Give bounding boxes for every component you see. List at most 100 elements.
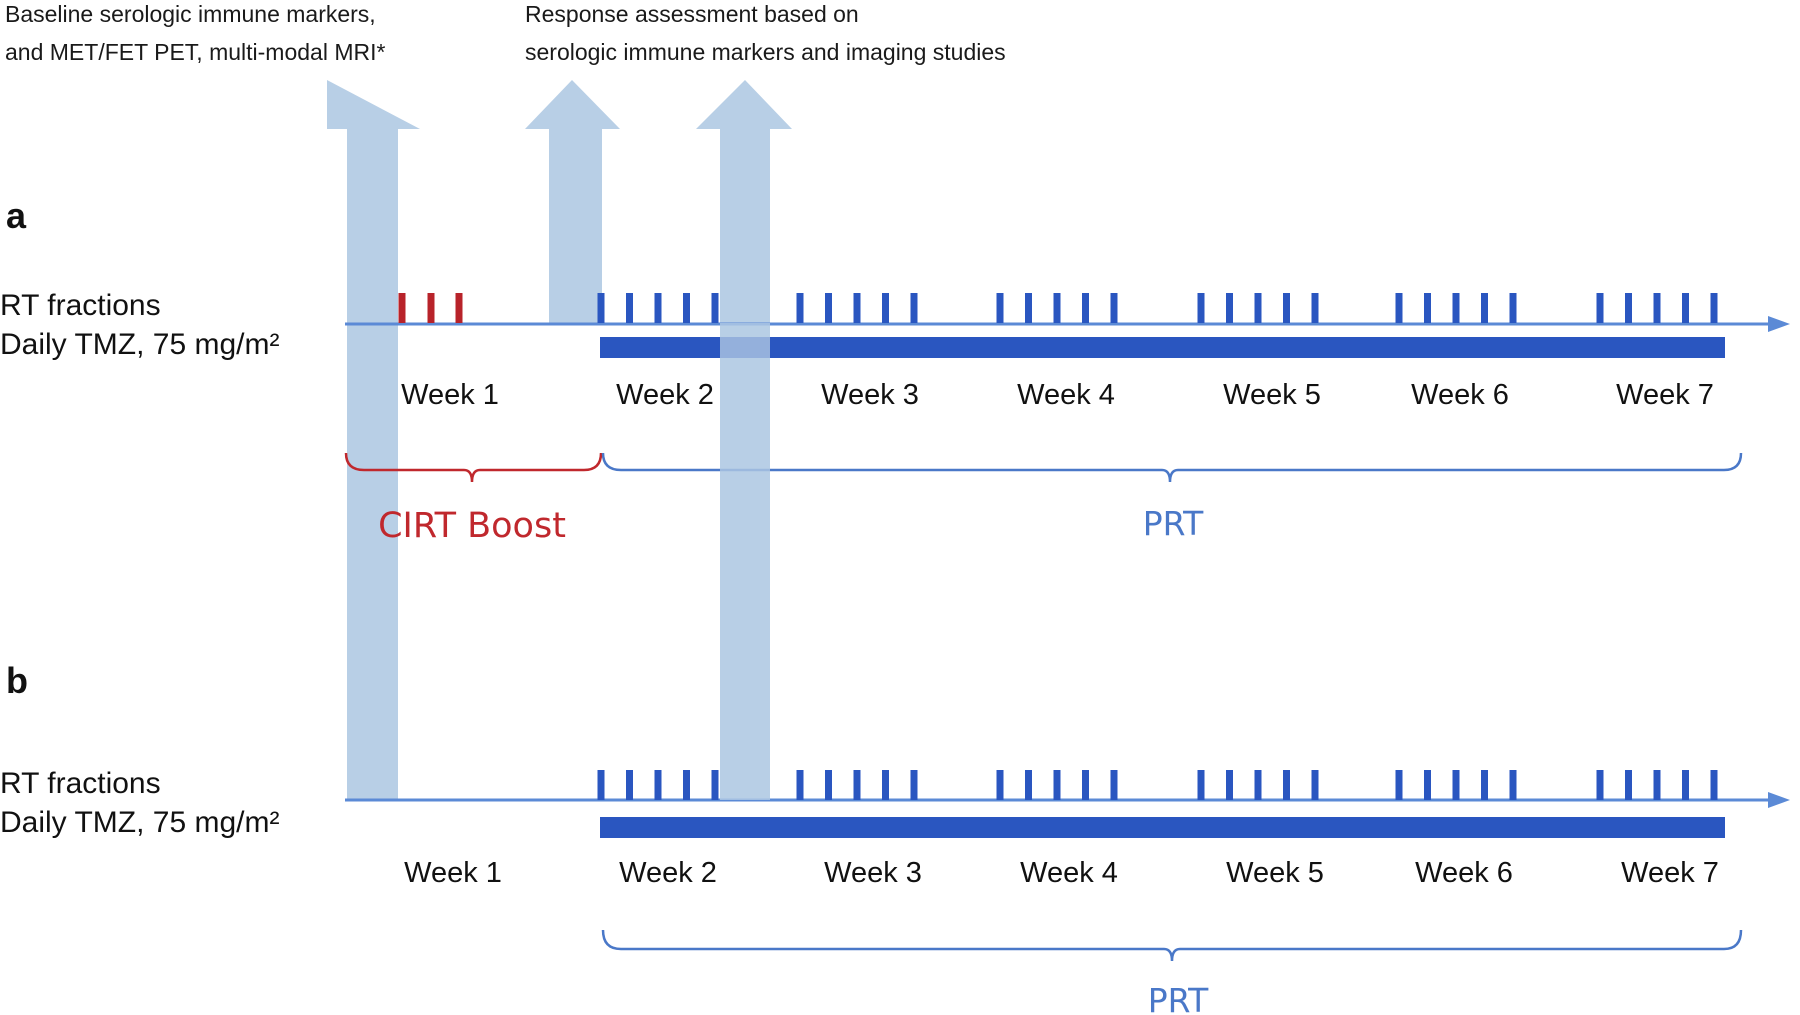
panel-label-b: b xyxy=(6,660,28,701)
prt-fraction-tick xyxy=(796,293,804,323)
prt-fraction-tick xyxy=(1110,770,1118,800)
cirt-fraction-tick xyxy=(398,293,406,323)
prt-fraction-tick xyxy=(1082,293,1089,323)
week-label: Week 7 xyxy=(1616,379,1714,411)
prt-fraction-tick xyxy=(1625,770,1632,800)
prt-fraction-tick xyxy=(1625,293,1632,323)
prt-fraction-tick xyxy=(1082,770,1089,800)
prt-fraction-tick xyxy=(1395,293,1403,323)
prt-fraction-tick xyxy=(1311,293,1319,323)
prt-fraction-tick xyxy=(626,293,633,323)
prt-brace-b xyxy=(601,929,1743,962)
cirt-fraction-tick xyxy=(427,293,435,323)
prt-fraction-tick xyxy=(1283,293,1290,323)
panel-b: b RT fractions Daily TMZ, 75 mg/m² Week … xyxy=(0,660,1790,1015)
prt-fraction-tick xyxy=(654,770,662,800)
cirt-boost-label: CIRT Boost xyxy=(378,506,566,546)
prt-fraction-tick xyxy=(1653,293,1661,323)
prt-fraction-tick xyxy=(654,293,662,323)
prt-fraction-tick xyxy=(1395,770,1403,800)
prt-fraction-tick xyxy=(1509,770,1517,800)
prt-label-a: PRT xyxy=(1143,504,1204,543)
response-arrow-week2-overlay xyxy=(720,323,770,800)
row-label-daily-tmz-b: Daily TMZ, 75 mg/m² xyxy=(0,806,279,839)
prt-fraction-tick xyxy=(1197,770,1205,800)
prt-fraction-tick xyxy=(1452,293,1460,323)
timeline-arrowhead-b xyxy=(1768,792,1790,808)
prt-fraction-tick xyxy=(1053,293,1061,323)
prt-fraction-tick xyxy=(1710,293,1718,323)
prt-fraction-tick xyxy=(1283,770,1290,800)
week-label: Week 3 xyxy=(824,857,922,889)
week-label: Week 1 xyxy=(401,379,499,411)
prt-fraction-tick xyxy=(1481,770,1488,800)
prt-fraction-tick xyxy=(1226,293,1233,323)
timeline-arrowhead-a xyxy=(1768,316,1790,332)
prt-fraction-tick xyxy=(1424,770,1431,800)
prt-fraction-tick xyxy=(996,293,1004,323)
week-label: Week 3 xyxy=(821,379,919,411)
week-label: Week 5 xyxy=(1226,857,1324,889)
prt-fraction-tick xyxy=(1481,293,1488,323)
prt-fraction-tick xyxy=(825,770,832,800)
prt-fraction-tick xyxy=(853,293,861,323)
week-label: Week 4 xyxy=(1017,379,1115,411)
prt-fraction-tick xyxy=(1682,293,1689,323)
response-arrow-week1 xyxy=(525,80,620,323)
prt-fraction-tick xyxy=(1053,770,1061,800)
week-label: Week 4 xyxy=(1020,857,1118,889)
prt-fraction-tick xyxy=(1025,293,1032,323)
prt-fraction-tick xyxy=(882,770,889,800)
prt-fraction-tick xyxy=(910,293,918,323)
fraction-ticks-a xyxy=(398,293,1718,323)
prt-fraction-tick xyxy=(597,293,605,323)
tmz-bar-b xyxy=(600,817,1725,838)
prt-fraction-tick xyxy=(626,770,633,800)
fraction-ticks-b xyxy=(597,770,1718,800)
prt-label-b: PRT xyxy=(1148,981,1209,1015)
prt-fraction-tick xyxy=(1254,293,1262,323)
week-label: Week 6 xyxy=(1411,379,1509,411)
prt-fraction-tick xyxy=(1596,770,1604,800)
prt-brace-a xyxy=(601,452,1743,483)
baseline-annotation-line1: Baseline serologic immune markers, xyxy=(5,1,376,27)
week-label: Week 2 xyxy=(619,857,717,889)
prt-fraction-tick xyxy=(910,770,918,800)
prt-fraction-tick xyxy=(1254,770,1262,800)
prt-fraction-tick xyxy=(683,770,690,800)
week-label: Week 5 xyxy=(1223,379,1321,411)
tmz-bar-a xyxy=(600,337,1725,358)
prt-fraction-tick xyxy=(1682,770,1689,800)
prt-fraction-tick xyxy=(1452,770,1460,800)
prt-fraction-tick xyxy=(882,293,889,323)
cirt-fraction-tick xyxy=(455,293,463,323)
row-label-rt-fractions-b: RT fractions xyxy=(0,767,161,800)
response-annotation-line2: serologic immune markers and imaging stu… xyxy=(525,39,1006,65)
baseline-assessment-arrow xyxy=(327,80,420,800)
week-label: Week 2 xyxy=(616,379,714,411)
prt-fraction-tick xyxy=(1197,293,1205,323)
prt-fraction-tick xyxy=(796,770,804,800)
prt-fraction-tick xyxy=(1110,293,1118,323)
prt-fraction-tick xyxy=(1311,770,1319,800)
prt-fraction-tick xyxy=(996,770,1004,800)
week-label: Week 1 xyxy=(404,857,502,889)
prt-fraction-tick xyxy=(711,293,719,323)
prt-fraction-tick xyxy=(825,293,832,323)
week-label: Week 7 xyxy=(1621,857,1719,889)
prt-fraction-tick xyxy=(1653,770,1661,800)
panel-a: a RT fractions Daily TMZ, 75 mg/m² Week … xyxy=(0,195,1790,546)
cirt-boost-brace xyxy=(344,452,603,483)
prt-fraction-tick xyxy=(853,770,861,800)
prt-fraction-tick xyxy=(1226,770,1233,800)
prt-fraction-tick xyxy=(711,770,719,800)
response-annotation-line1: Response assessment based on xyxy=(525,1,859,27)
prt-fraction-tick xyxy=(683,293,690,323)
row-label-rt-fractions-a: RT fractions xyxy=(0,289,161,322)
prt-fraction-tick xyxy=(1509,293,1517,323)
prt-fraction-tick xyxy=(1710,770,1718,800)
prt-fraction-tick xyxy=(1424,293,1431,323)
prt-fraction-tick xyxy=(597,770,605,800)
prt-fraction-tick xyxy=(1025,770,1032,800)
